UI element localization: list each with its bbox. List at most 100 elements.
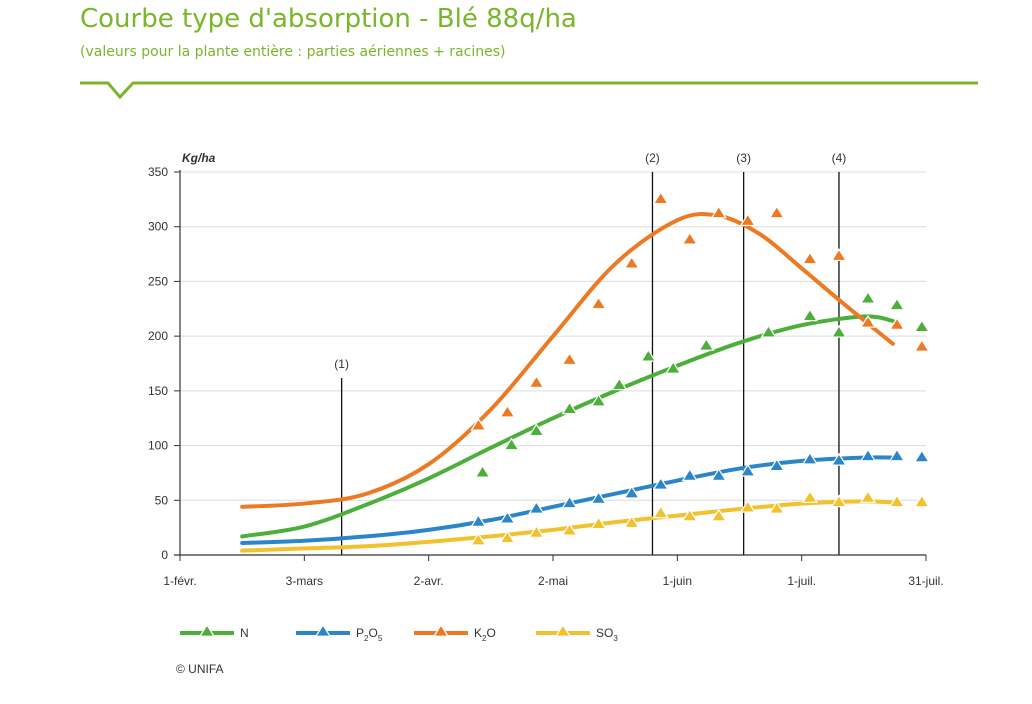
- legend-swatch-marker: [314, 623, 332, 637]
- legend-label: K2O: [474, 626, 496, 643]
- legend-item: N: [180, 623, 249, 640]
- series: [240, 191, 930, 553]
- data-point: [590, 393, 607, 407]
- data-point: [859, 448, 877, 462]
- series-p: [240, 448, 930, 545]
- data-point: [760, 324, 777, 338]
- y-tick-label: 50: [155, 493, 169, 507]
- data-point: [623, 255, 640, 269]
- data-point: [652, 191, 669, 205]
- data-point: [739, 213, 756, 227]
- grid: [180, 171, 926, 501]
- legend-item: SO3: [536, 623, 618, 643]
- data-point: [859, 314, 877, 328]
- data-point: [801, 489, 819, 503]
- data-point: [768, 205, 785, 219]
- data-point: [801, 251, 819, 265]
- y-axis-label: Kg/ha: [182, 151, 216, 165]
- data-point: [739, 463, 756, 477]
- data-point: [640, 348, 657, 362]
- data-point: [561, 495, 578, 509]
- legend-item: K2O: [414, 623, 496, 643]
- data-point: [561, 352, 578, 366]
- stage-label: (1): [334, 357, 349, 371]
- data-point: [499, 404, 516, 418]
- data-point: [499, 510, 516, 524]
- data-point: [652, 476, 669, 490]
- data-point: [710, 468, 727, 482]
- data-point: [590, 491, 607, 504]
- data-point: [888, 494, 906, 508]
- data-point: [590, 296, 607, 310]
- page-title: Courbe type d'absorption - Blé 88q/ha: [80, 4, 577, 34]
- data-point: [859, 489, 877, 503]
- data-point: [698, 337, 715, 351]
- data-point: [768, 458, 785, 472]
- data-point: [830, 248, 848, 262]
- data-point: [470, 532, 487, 546]
- data-point: [768, 500, 785, 514]
- data-point: [801, 451, 819, 465]
- data-point: [888, 448, 906, 462]
- data-point: [710, 508, 727, 522]
- data-point: [859, 290, 877, 304]
- data-point: [611, 377, 628, 391]
- x-tick-label: 3-mars: [286, 574, 323, 588]
- series-line: [240, 211, 895, 509]
- data-point: [801, 308, 819, 322]
- x-tick-label: 1-juil.: [787, 574, 816, 588]
- axes: 0 50 100 150 200 250 300 350 Kg/ha 1-févr. 3-mars 2…: [148, 151, 944, 588]
- data-point: [830, 494, 848, 508]
- legend-swatch-marker: [198, 623, 216, 637]
- data-point: [561, 401, 578, 415]
- data-point: [590, 516, 607, 530]
- data-point: [623, 485, 640, 499]
- y-tick-label: 150: [148, 384, 168, 398]
- data-point: [913, 494, 930, 508]
- x-tick-label: 1-févr.: [163, 574, 196, 588]
- data-point: [913, 449, 930, 463]
- legend-swatch-marker: [554, 623, 572, 637]
- data-point: [888, 297, 906, 311]
- data-point: [528, 500, 545, 514]
- y-tick-label: 250: [148, 274, 168, 288]
- data-point: [503, 437, 520, 451]
- legend-label: P2O5: [356, 626, 383, 643]
- legend-item: P2O5: [296, 623, 383, 643]
- stage-label: (3): [736, 151, 751, 165]
- y-tick-label: 0: [161, 548, 168, 562]
- series-line: [240, 314, 895, 539]
- header-divider: [80, 81, 978, 100]
- data-point: [561, 522, 578, 536]
- legend: N P2O5 K2O SO3: [180, 623, 618, 643]
- data-point: [499, 530, 516, 544]
- data-point: [528, 423, 545, 437]
- stage-label: (2): [645, 151, 660, 165]
- series-n: [240, 290, 930, 539]
- legend-label: N: [240, 626, 249, 640]
- x-tick-label: 2-mai: [538, 574, 568, 588]
- data-point: [913, 338, 930, 352]
- data-point: [710, 205, 727, 219]
- data-point: [681, 231, 698, 245]
- data-point: [665, 360, 682, 374]
- data-point: [474, 464, 491, 478]
- stage-markers: (1) (2) (3) (4): [334, 151, 846, 555]
- data-point: [470, 514, 487, 527]
- data-point: [470, 417, 487, 431]
- data-point: [888, 317, 906, 330]
- data-point: [623, 515, 640, 529]
- x-tick-label: 31-juil.: [908, 574, 943, 588]
- series-so: [240, 489, 930, 553]
- legend-label: SO3: [596, 626, 618, 643]
- page-subtitle: (valeurs pour la plante entière : partie…: [80, 44, 506, 60]
- y-tick-label: 200: [148, 329, 168, 343]
- data-point: [528, 524, 545, 538]
- data-point: [913, 319, 930, 333]
- data-point: [681, 508, 698, 522]
- series-k: [240, 191, 930, 509]
- data-point: [681, 468, 698, 482]
- y-tick-label: 350: [148, 165, 168, 179]
- data-point: [830, 324, 848, 338]
